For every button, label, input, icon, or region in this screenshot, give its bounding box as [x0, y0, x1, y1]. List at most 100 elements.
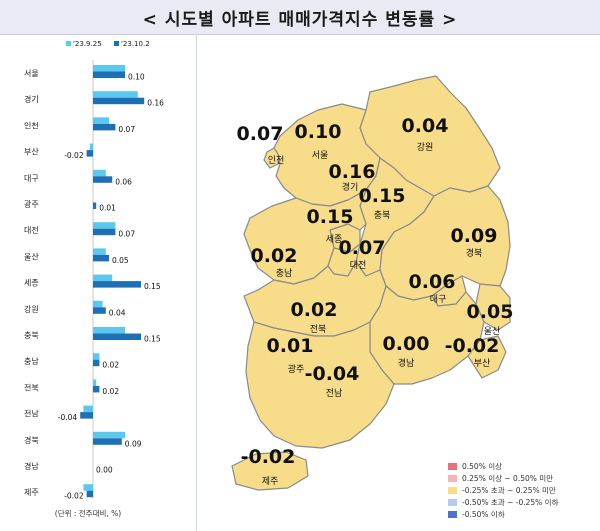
series-legend: '23.9.25 '23.10.2 — [66, 40, 150, 48]
value-label: 0.05 — [112, 256, 129, 265]
legend-swatch-series-1 — [66, 41, 71, 46]
value-label: 0.09 — [125, 439, 142, 448]
map-region-name: 대전 — [350, 260, 367, 271]
map-region-name: 대구 — [430, 294, 447, 305]
bar-series-1 — [93, 117, 109, 124]
map-region-name: 경남 — [398, 357, 415, 369]
bar-series-1 — [93, 222, 116, 229]
map-region-value: 0.05 — [467, 301, 514, 323]
category-label: 전남 — [24, 409, 39, 419]
bar-row: 경기 0.16 — [24, 91, 164, 108]
map-region-name: 충남 — [276, 268, 293, 279]
map-region-name: 제주 — [262, 476, 279, 487]
bar-row: 세종 0.15 — [24, 274, 161, 291]
map-region-shape — [467, 335, 507, 379]
bar-series-2 — [93, 97, 145, 105]
map-region-name: 세종 — [326, 234, 343, 245]
map-region-value: -0.04 — [305, 363, 360, 385]
category-label: 부산 — [24, 147, 39, 157]
bar-series-2 — [93, 281, 141, 288]
bar-series-2 — [93, 202, 97, 209]
map-region-name: 전북 — [310, 324, 327, 335]
bar-series-2 — [93, 123, 116, 131]
bar-series-2 — [93, 254, 109, 262]
value-label: -0.02 — [64, 151, 84, 160]
category-label: 경북 — [24, 435, 39, 445]
map-region-value: 0.07 — [237, 123, 284, 145]
bar-series-1 — [93, 379, 97, 386]
bar-row: 충북 0.15 — [24, 327, 161, 344]
bar-row: 전북 0.02 — [24, 379, 119, 396]
bar-series-1 — [89, 143, 93, 151]
category-label: 경기 — [24, 94, 39, 104]
category-label: 충남 — [24, 357, 39, 366]
category-label: 광주 — [24, 199, 39, 209]
bar-chart-panel: '23.9.25 '23.10.2 서울 0.10 경기 0.16 인천 0.07 부산 -0.0… — [0, 34, 197, 531]
bar-series-1 — [83, 484, 93, 491]
bar-row: 부산 -0.02 — [24, 143, 93, 160]
legend-label: -0.25% 초과 ~ 0.25% 미만 — [462, 485, 556, 495]
bar-row: 인천 0.07 — [24, 117, 135, 134]
legend-swatch — [448, 486, 457, 494]
value-label: 0.02 — [102, 387, 119, 396]
bar-series-2 — [93, 359, 100, 367]
bar-row: 서울 0.10 — [24, 65, 145, 82]
value-label: 0.04 — [109, 308, 126, 317]
value-label: 0.07 — [118, 230, 135, 239]
map-region-name: 강원 — [417, 142, 434, 153]
category-label: 강원 — [24, 304, 39, 314]
bar-series-1 — [83, 405, 93, 413]
value-label: 0.00 — [96, 466, 113, 475]
value-label: 0.02 — [102, 361, 119, 370]
bar-series-2 — [93, 385, 100, 393]
value-label: -0.02 — [64, 492, 84, 501]
category-label: 서울 — [24, 69, 39, 78]
bar-row: 강원 0.04 — [24, 300, 126, 317]
bar-row: 경남 0.00 — [24, 461, 113, 475]
map-region-value: 0.15 — [359, 185, 406, 207]
legend-label-series-1: '23.9.25 — [73, 40, 102, 48]
bar-row: 대전 0.07 — [24, 222, 135, 239]
legend-swatch — [448, 462, 457, 470]
bar-series-2 — [93, 228, 116, 236]
legend-label: -0.50% 초과 ~ -0.25% 이하 — [462, 497, 559, 507]
bar-series-2 — [80, 412, 93, 419]
legend-item: 0.25% 이상 ~ 0.50% 미만 — [448, 472, 598, 484]
bar-series-2 — [93, 333, 141, 340]
value-label: -0.04 — [58, 413, 78, 422]
map-region-shape — [245, 321, 395, 449]
bar-row: 전남 -0.04 — [24, 405, 93, 422]
map-region-value: 0.15 — [307, 206, 354, 228]
bar-series-2 — [93, 176, 113, 183]
value-label: 0.06 — [115, 177, 132, 186]
category-label: 전북 — [24, 382, 39, 392]
legend-swatch — [448, 510, 457, 518]
map-region-shape — [231, 451, 309, 491]
bar-row: 울산 0.05 — [24, 248, 129, 265]
legend-label: 0.25% 이상 ~ 0.50% 미만 — [462, 473, 554, 483]
category-label: 제주 — [24, 488, 39, 497]
value-label: 0.07 — [118, 125, 135, 134]
map-region-shape — [243, 189, 367, 285]
map-legend: 0.50% 이상 0.25% 이상 ~ 0.50% 미만 -0.25% 초과 ~ 0… — [448, 460, 598, 520]
value-label: 0.01 — [99, 204, 116, 213]
bar-series-2 — [93, 71, 125, 78]
bar-series-1 — [93, 91, 138, 98]
unit-note: (단위 : 전주대비, %) — [55, 508, 122, 518]
chart-title: < 시도별 아파트 매매가격지수 변동률 > — [142, 9, 458, 30]
legend-item: -0.50% 이하 — [448, 508, 598, 520]
bar-series-2 — [86, 150, 93, 157]
map-region-value: -0.02 — [241, 446, 296, 468]
map-region-value: 0.02 — [291, 299, 338, 321]
map-region-name: 부산 — [474, 358, 491, 369]
legend-item: -0.50% 초과 ~ -0.25% 이하 — [448, 496, 598, 508]
map-region-value: 0.01 — [267, 335, 314, 357]
legend-label: -0.50% 이하 — [462, 509, 505, 519]
map-region-name: 충북 — [374, 210, 391, 221]
bar-series-2 — [93, 307, 106, 314]
legend-swatch — [448, 498, 457, 506]
category-label: 인천 — [24, 120, 39, 130]
map-region-value: 0.09 — [451, 225, 498, 247]
